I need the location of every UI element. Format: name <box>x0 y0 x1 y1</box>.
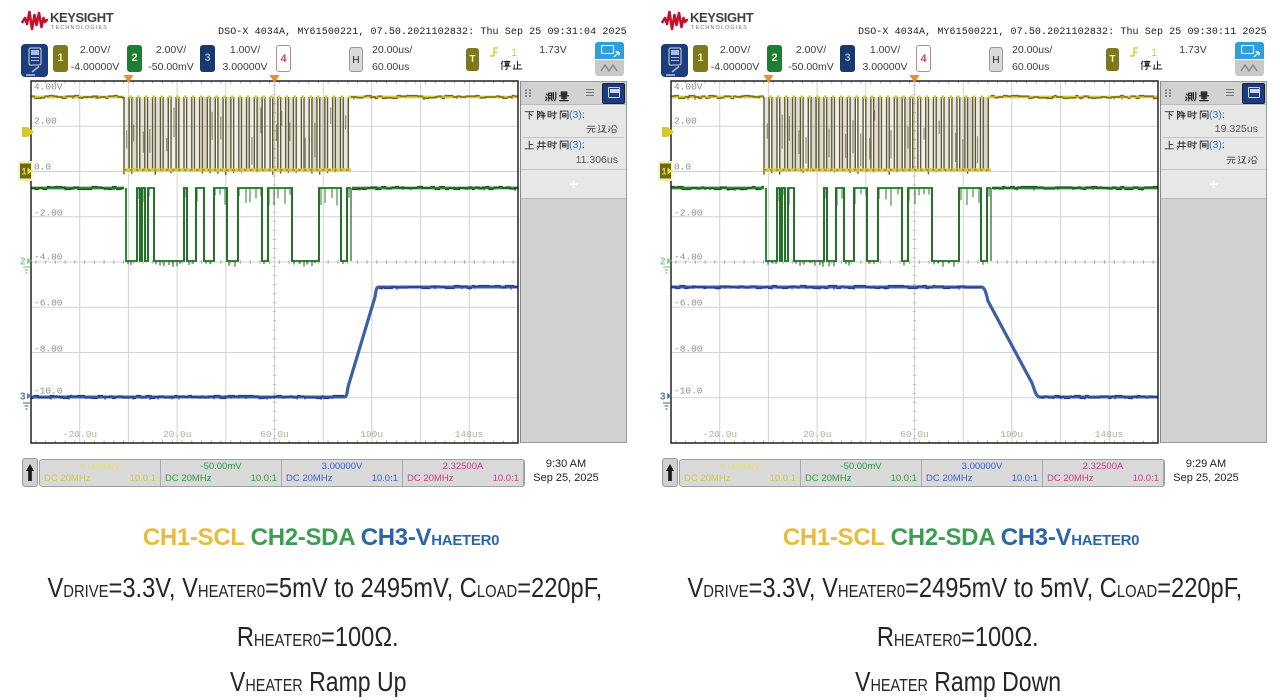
svg-text:2.00: 2.00 <box>674 115 697 126</box>
svg-text:140us: 140us <box>1095 429 1124 440</box>
svg-text:-6.00: -6.00 <box>34 297 63 308</box>
svg-text:20.0u: 20.0u <box>803 429 832 440</box>
svg-text:4.00V: 4.00V <box>34 81 63 92</box>
svg-text:-10.0: -10.0 <box>34 385 63 396</box>
svg-text:3: 3 <box>660 392 666 403</box>
svg-text:60.0u: 60.0u <box>260 429 289 440</box>
svg-text:100u: 100u <box>1000 429 1023 440</box>
svg-text:-4.00: -4.00 <box>674 251 703 262</box>
svg-text:1: 1 <box>511 47 517 58</box>
svg-text:-8.00: -8.00 <box>34 343 63 354</box>
svg-text:100u: 100u <box>360 429 383 440</box>
svg-text:-2.00: -2.00 <box>34 207 63 218</box>
svg-text:2: 2 <box>20 257 26 268</box>
svg-text:20.0u: 20.0u <box>163 429 192 440</box>
svg-text:4.00V: 4.00V <box>674 81 703 92</box>
svg-text:0.0: 0.0 <box>34 161 51 172</box>
svg-text:-20.0u: -20.0u <box>63 429 97 440</box>
svg-text:-10.0: -10.0 <box>674 385 703 396</box>
svg-text:1: 1 <box>662 167 667 177</box>
svg-text:-2.00: -2.00 <box>674 207 703 218</box>
svg-text:2: 2 <box>660 257 666 268</box>
svg-text:1: 1 <box>22 167 27 177</box>
svg-text:140us: 140us <box>455 429 484 440</box>
svg-text:3: 3 <box>20 392 26 403</box>
svg-text:-20.0u: -20.0u <box>703 429 737 440</box>
svg-text:60.0u: 60.0u <box>900 429 929 440</box>
svg-text:0.0: 0.0 <box>674 161 691 172</box>
svg-text:2.00: 2.00 <box>34 115 57 126</box>
svg-text:-8.00: -8.00 <box>674 343 703 354</box>
svg-text:-4.00: -4.00 <box>34 251 63 262</box>
svg-text:-6.00: -6.00 <box>674 297 703 308</box>
svg-text:1: 1 <box>1151 47 1157 58</box>
